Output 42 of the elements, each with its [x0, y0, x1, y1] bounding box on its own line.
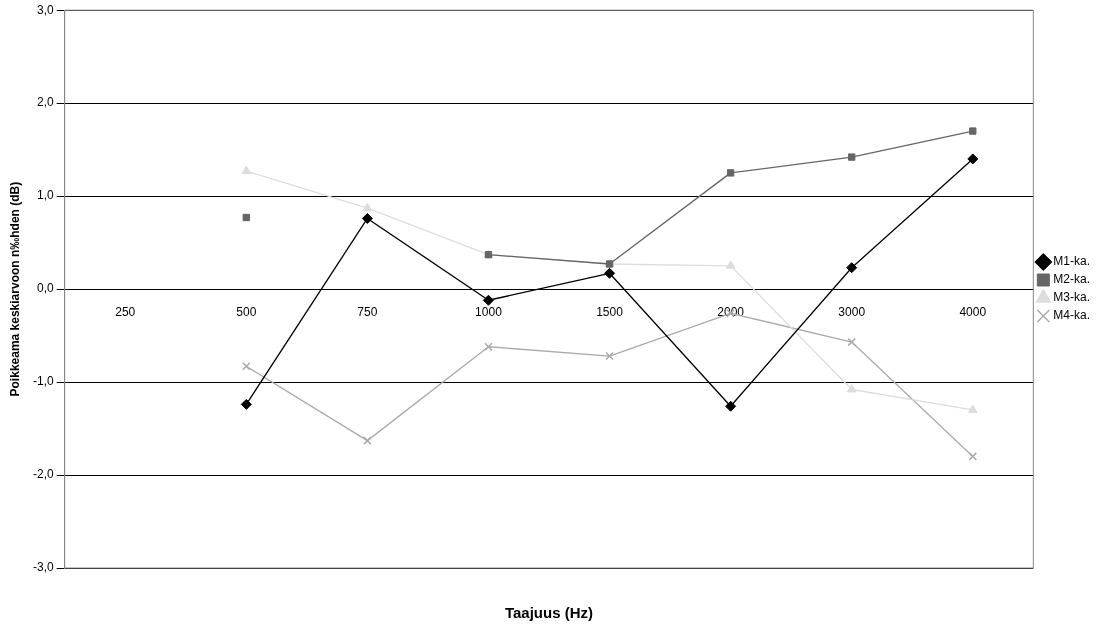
point: [968, 452, 978, 461]
y-axis-title: Poikkeama keskiarvoon n‰hden (dB): [8, 181, 23, 397]
point: [242, 361, 251, 371]
point: [362, 202, 373, 212]
y-tick-label: 1,0: [36, 188, 54, 203]
y-tick-label: 0,0: [36, 281, 54, 296]
point: [482, 294, 494, 306]
y-tick-label: -3,0: [32, 560, 54, 575]
point: [605, 351, 614, 361]
y-tick-label: -2,0: [32, 467, 54, 482]
point: [726, 169, 735, 177]
point: [967, 153, 979, 165]
legend-label: M4-ka.: [1053, 308, 1091, 323]
point: [242, 213, 250, 222]
legend-label: M3-ka.: [1053, 290, 1091, 305]
x-tick-label: 250: [115, 304, 136, 319]
point: [361, 212, 373, 224]
point: [967, 404, 978, 413]
point: [241, 165, 252, 175]
y-tick-label: 2,0: [36, 95, 54, 110]
x-tick-label: 1000: [475, 304, 503, 319]
point: [846, 262, 858, 274]
point: [725, 260, 736, 269]
x-tick-label: 3000: [838, 304, 866, 319]
x-axis-title: Taajuus (Hz): [504, 604, 594, 622]
x-tick-label: 4000: [959, 304, 987, 319]
y-tick-label: 3,0: [36, 2, 54, 17]
legend-label: M1-ka.: [1053, 254, 1091, 269]
point: [240, 398, 252, 410]
point: [846, 384, 857, 393]
point: [847, 337, 856, 347]
y-tick-label: -1,0: [32, 374, 54, 389]
x-tick-label: 500: [236, 304, 257, 319]
point: [848, 153, 856, 161]
point: [484, 342, 493, 352]
x-tick-label: 750: [357, 304, 378, 319]
legend-label: M2-ka.: [1053, 272, 1091, 287]
point: [969, 127, 977, 135]
x-tick-label: 1500: [596, 304, 624, 319]
point: [725, 400, 737, 412]
point: [604, 267, 616, 279]
point: [363, 436, 372, 445]
